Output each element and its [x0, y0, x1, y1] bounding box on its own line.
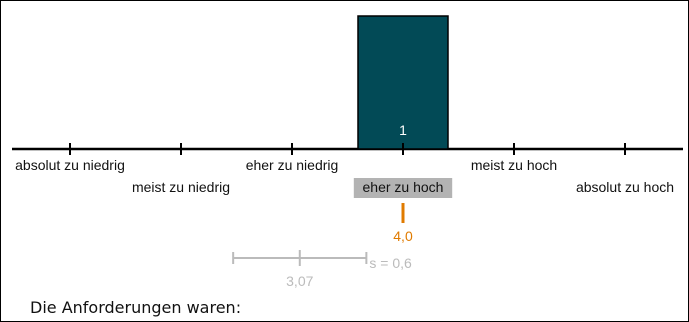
x-tick-label-4: eher zu hoch	[363, 179, 444, 195]
x-tick-label-5: meist zu hoch	[471, 157, 557, 173]
sd-label: s = 0,6	[369, 255, 412, 271]
bar-label-4: 1	[399, 122, 407, 138]
comparison-mean-label: 3,07	[286, 273, 313, 289]
highlight-box	[353, 178, 453, 198]
x-tick-label-1: absolut zu niedrig	[15, 157, 125, 173]
x-tick-label-2: meist zu niedrig	[132, 179, 230, 195]
mean-label: 4,0	[393, 228, 413, 244]
x-tick-label-6: absolut zu hoch	[576, 179, 674, 195]
footer-text: Die Anforderungen waren:	[30, 298, 242, 317]
bar-4	[357, 15, 449, 150]
x-tick-label-3: eher zu niedrig	[246, 157, 339, 173]
